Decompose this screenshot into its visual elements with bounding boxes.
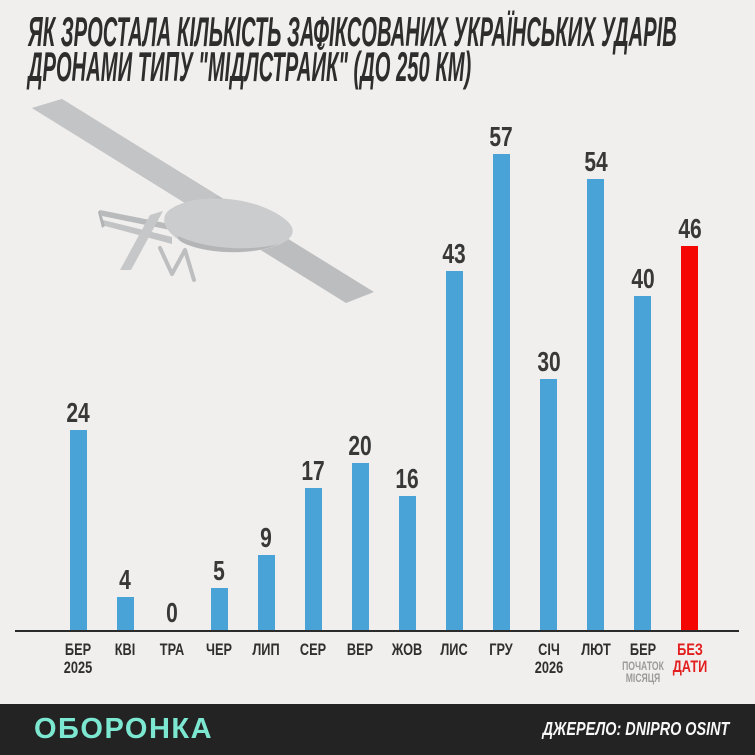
bar xyxy=(351,463,369,630)
oboronka-logo: ОБОРОНКА xyxy=(34,713,214,745)
bar-value-label: 46 xyxy=(677,213,702,244)
title-line-1: ЯК ЗРОСТАЛА КІЛЬКІСТЬ ЗАФІКСОВАНИХ УКРАЇ… xyxy=(28,8,677,55)
bar xyxy=(445,271,463,630)
x-axis-label: ЧЕР xyxy=(206,640,233,659)
bar-value-label: 17 xyxy=(301,455,325,486)
x-axis-label: СЕР xyxy=(300,640,327,659)
bar xyxy=(587,179,605,630)
x-axis-label: ЛИС xyxy=(440,640,469,659)
bar-value-label: 24 xyxy=(66,397,90,428)
x-axis-label: БЕР 2025 xyxy=(63,640,93,677)
bar-value-label: 57 xyxy=(489,121,514,152)
bar xyxy=(69,430,87,630)
title-block: ЯК ЗРОСТАЛА КІЛЬКІСТЬ ЗАФІКСОВАНИХ УКРАЇ… xyxy=(28,8,755,90)
x-axis-label: ТРА xyxy=(159,640,185,659)
highlight-bar xyxy=(681,246,699,630)
x-axis-label: ГРУ xyxy=(489,640,514,659)
x-axis-label: БЕР ПОЧАТОК МІСЯЦЯ xyxy=(621,640,664,685)
bar xyxy=(492,154,510,630)
x-axis-label: СІЧ 2026 xyxy=(534,640,563,677)
bar-value-label: 43 xyxy=(442,238,467,269)
bar-value-label: 16 xyxy=(395,463,420,494)
x-axis-line xyxy=(15,630,739,632)
bar xyxy=(116,597,134,630)
bar-value-label: 20 xyxy=(348,430,372,461)
bar-value-label: 9 xyxy=(260,522,273,553)
x-axis-label: БЕЗ ДАТИ xyxy=(672,640,707,676)
bar xyxy=(398,496,416,630)
title-line-2: ДРОНАМИ ТИПУ "МІДЛСТРАЙК" (ДО 250 КМ) xyxy=(28,43,472,90)
bar xyxy=(634,296,652,630)
footer-bar: ОБОРОНКА ДЖЕРЕЛО: DNIPRO OSINT xyxy=(0,704,755,755)
bar-value-label: 5 xyxy=(213,555,225,586)
bar-value-label: 30 xyxy=(536,346,561,377)
x-axis-label: КВІ xyxy=(114,640,136,659)
bar xyxy=(257,555,275,630)
x-axis-label: ЛИП xyxy=(252,640,280,659)
bar xyxy=(540,379,557,630)
source-credit: ДЖЕРЕЛО: DNIPRO OSINT xyxy=(542,719,729,739)
x-axis-label: ЖОВ xyxy=(392,640,423,659)
bar-value-label: 4 xyxy=(119,564,131,595)
bar xyxy=(210,588,228,630)
bar-value-label: 40 xyxy=(630,263,655,294)
bar xyxy=(304,488,322,630)
bar-value-label: 54 xyxy=(583,146,608,177)
x-axis-label: ЛЮТ xyxy=(580,640,611,659)
x-axis-label: ВЕР xyxy=(347,640,374,659)
bar-value-label: 0 xyxy=(166,597,178,628)
fixed-wing-drone-icon xyxy=(32,99,374,303)
